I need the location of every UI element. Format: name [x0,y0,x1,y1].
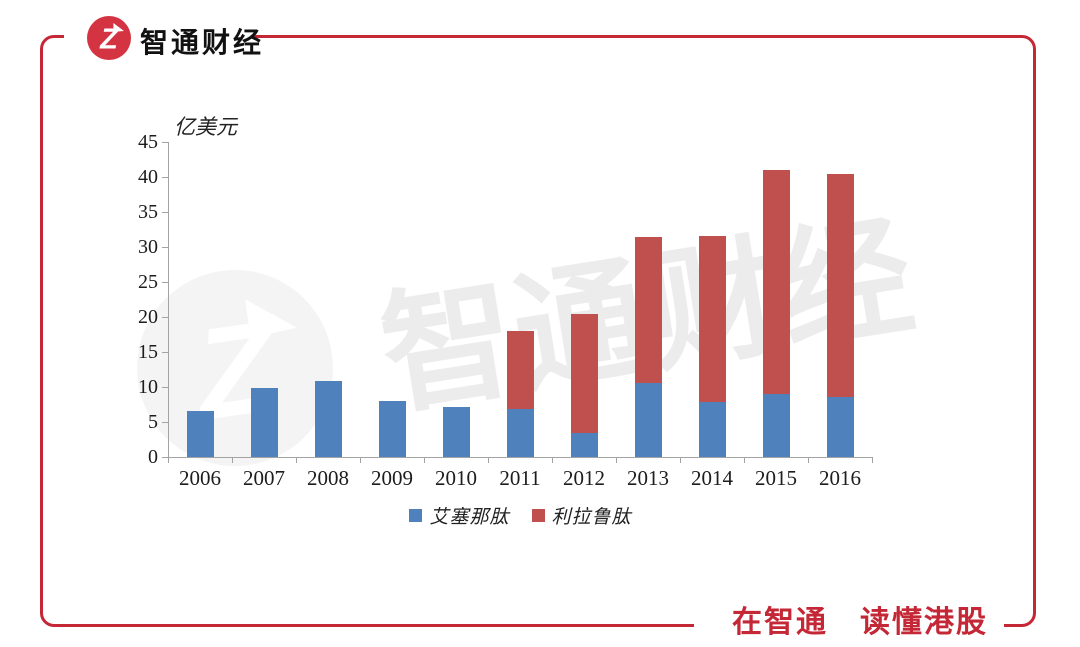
legend-swatch-exenatide [409,508,423,522]
x-tick-label: 2010 [435,466,477,490]
x-tick-label: 2009 [371,466,413,490]
x-tick [744,458,745,463]
bar-exenatide-2013 [634,383,662,457]
y-tick [162,142,168,143]
y-tick-label: 25 [138,271,158,293]
y-axis-line [168,142,169,458]
bar-exenatide-2016 [826,397,854,457]
bar-exenatide-2015 [762,394,790,457]
y-tick [162,212,168,213]
x-tick [360,458,361,463]
x-tick-label: 2007 [243,466,285,490]
x-tick [424,458,425,463]
x-tick-label: 2012 [563,466,605,490]
bar-exenatide-2014 [698,402,726,457]
zhitong-logo-icon: Z [87,16,131,60]
y-tick-label: 45 [138,131,158,153]
y-tick-label: 40 [138,166,158,188]
x-tick-label: 2013 [627,466,669,490]
y-tick [162,177,168,178]
x-tick [872,458,873,463]
x-tick [168,458,169,463]
bar-exenatide-2007 [250,388,278,457]
bar-liraglutide-2016 [826,174,854,397]
bar-liraglutide-2013 [634,237,662,383]
legend-swatch-liraglutide [531,508,545,522]
y-tick [162,422,168,423]
bar-liraglutide-2015 [762,170,790,394]
bar-exenatide-2008 [314,381,342,457]
x-axis-line [168,457,873,458]
y-tick [162,387,168,388]
x-tick-label: 2006 [179,466,221,490]
legend-item-liraglutide: 利拉鲁肽 [531,502,632,529]
x-tick-label: 2015 [755,466,797,490]
legend-item-exenatide: 艾塞那肽 [409,502,509,529]
x-tick [680,458,681,463]
bar-liraglutide-2014 [698,236,726,402]
x-tick [296,458,297,463]
bar-exenatide-2011 [506,409,534,457]
legend-label-exenatide: 艾塞那肽 [429,506,510,528]
y-tick [162,317,168,318]
brand-title: 智通财经 [140,27,265,58]
y-tick [162,247,168,248]
x-tick [488,458,489,463]
y-tick-label: 10 [138,376,158,398]
bar-liraglutide-2011 [506,331,534,409]
bar-exenatide-2009 [378,401,406,457]
x-tick-label: 2014 [691,466,733,490]
x-tick [616,458,617,463]
y-tick [162,457,168,458]
bar-exenatide-2012 [570,433,598,457]
x-tick-label: 2008 [307,466,349,490]
x-tick [808,458,809,463]
chart-legend: 艾塞那肽 利拉鲁肽 [168,502,873,528]
page-frame-border [40,35,1036,627]
x-tick-label: 2011 [499,466,541,490]
bar-exenatide-2006 [186,411,214,457]
y-tick-label: 15 [138,341,158,363]
y-tick-label: 35 [138,201,158,223]
x-tick [552,458,553,463]
bar-liraglutide-2012 [570,314,598,433]
y-axis-unit-label: 亿美元 [174,115,237,139]
y-tick-label: 20 [138,306,158,328]
y-tick [162,282,168,283]
legend-label-liraglutide: 利拉鲁肽 [551,506,632,528]
bar-exenatide-2010 [442,407,470,457]
x-tick [232,458,233,463]
y-tick-label: 5 [148,411,158,433]
y-tick-label: 0 [148,446,158,468]
brand-slogan: 在智通 读懂港股 [732,606,988,639]
x-tick-label: 2016 [819,466,861,490]
y-tick [162,352,168,353]
frame-gap-bottom [694,613,1004,631]
y-tick-label: 30 [138,236,158,258]
